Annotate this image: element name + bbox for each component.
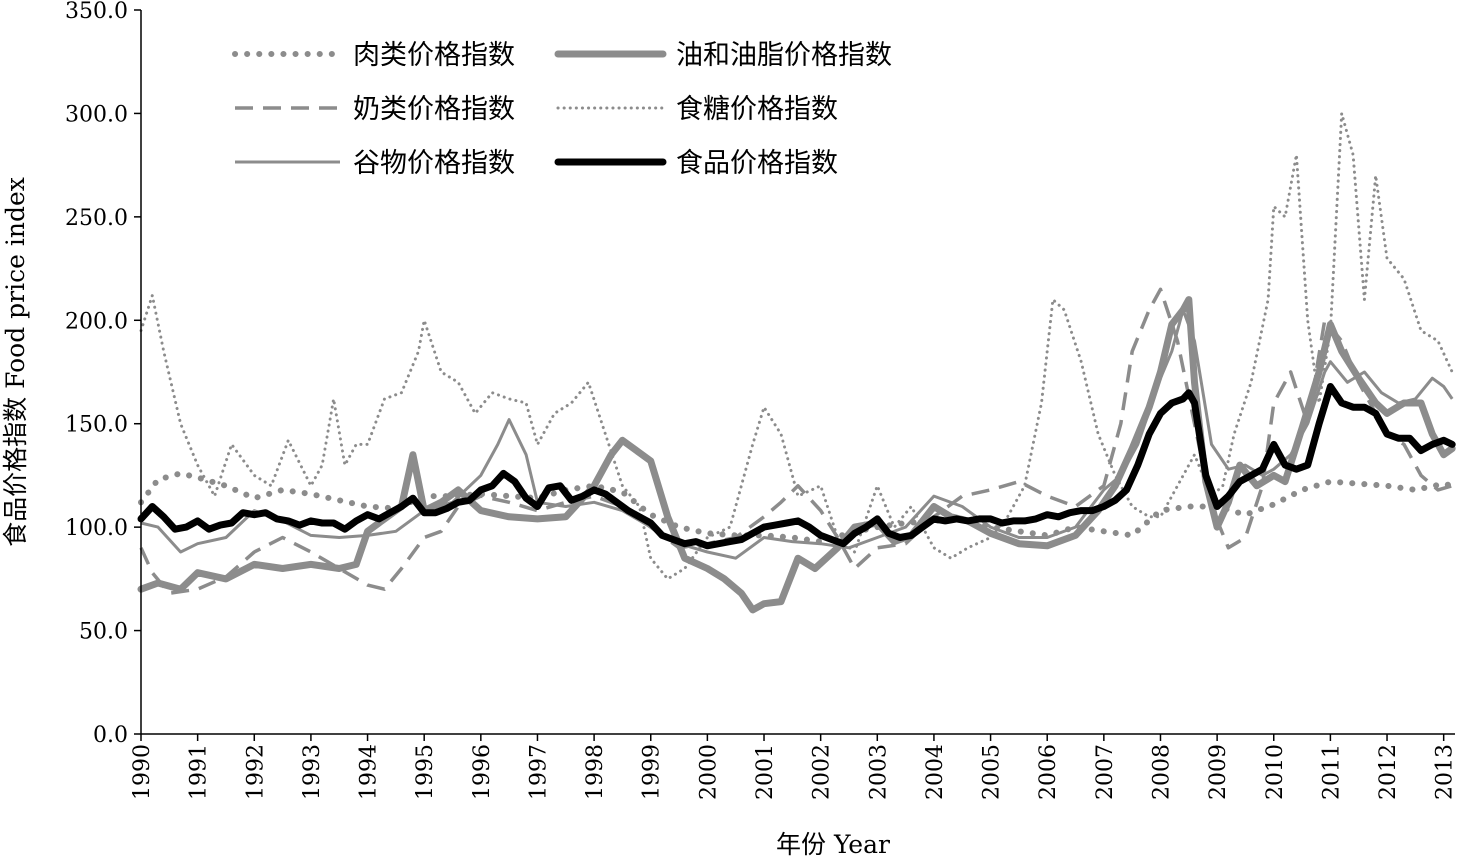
series-line-cereals bbox=[140, 308, 1454, 560]
x-tick-label: 1991 bbox=[187, 744, 212, 800]
series-line-dairy bbox=[139, 287, 1453, 596]
legend-label-meat: 肉类价格指数 bbox=[353, 40, 515, 71]
x-tick-label: 1992 bbox=[243, 744, 268, 800]
x-tick-label: 1998 bbox=[583, 744, 608, 800]
series-layer bbox=[137, 111, 1456, 614]
y-tick-labels: 0.0 50.0 100.0 150.0 200.0 250.0 300.0 350.0 bbox=[65, 0, 141, 748]
legend-label-food: 食品价格指数 bbox=[676, 148, 838, 179]
y-tick-label: 150.0 bbox=[65, 413, 128, 438]
axes bbox=[140, 10, 1455, 735]
x-tick-label: 2008 bbox=[1150, 744, 1175, 800]
x-tick-label: 1993 bbox=[300, 744, 325, 800]
y-tick-label: 350.0 bbox=[65, 0, 128, 24]
legend-label-oils: 油和油脂价格指数 bbox=[676, 40, 892, 71]
x-tick-label: 2003 bbox=[866, 744, 891, 800]
y-tick-label: 100.0 bbox=[65, 516, 128, 541]
x-tick-label: 2006 bbox=[1036, 744, 1061, 800]
x-tick-label: 1995 bbox=[413, 744, 438, 800]
x-tick-labels: 1990 1991 1992 1993 1994 1995 1996 1997 1998 1999… bbox=[130, 734, 1458, 800]
series-line-sugar bbox=[139, 111, 1454, 581]
y-axis-title: 食品价格指数 Food price index bbox=[1, 177, 30, 547]
x-tick-label: 2010 bbox=[1263, 744, 1288, 800]
series-line-oils bbox=[137, 296, 1456, 614]
x-tick-label: 1994 bbox=[357, 744, 382, 800]
x-tick-label: 2002 bbox=[810, 744, 835, 800]
y-tick-label: 250.0 bbox=[65, 206, 128, 231]
x-axis-title: 年份 Year bbox=[776, 830, 890, 858]
x-tick-label: 2001 bbox=[753, 744, 778, 800]
x-tick-label: 2009 bbox=[1206, 744, 1231, 800]
legend-label-cereals: 谷物价格指数 bbox=[353, 148, 515, 179]
series-line-food bbox=[137, 383, 1456, 550]
legend-label-dairy: 奶类价格指数 bbox=[353, 94, 515, 125]
series-line-meat bbox=[138, 470, 1456, 545]
y-tick-label: 300.0 bbox=[65, 102, 128, 127]
y-tick-label: 0.0 bbox=[93, 723, 128, 748]
x-tick-label: 2004 bbox=[923, 744, 948, 800]
y-tick-label: 200.0 bbox=[65, 309, 128, 334]
x-tick-label: 1990 bbox=[130, 744, 155, 800]
x-tick-label: 2013 bbox=[1433, 744, 1458, 800]
x-tick-label: 1996 bbox=[470, 744, 495, 800]
x-tick-label: 2012 bbox=[1376, 744, 1401, 800]
x-tick-label: 1997 bbox=[527, 744, 552, 800]
x-tick-label: 2005 bbox=[980, 744, 1005, 800]
x-tick-label: 2000 bbox=[696, 744, 721, 800]
y-tick-label: 50.0 bbox=[79, 620, 128, 645]
x-tick-label: 2007 bbox=[1093, 744, 1118, 800]
x-tick-label: 2011 bbox=[1319, 744, 1344, 800]
legend-label-sugar: 食糖价格指数 bbox=[676, 94, 838, 125]
x-tick-label: 1999 bbox=[640, 744, 665, 800]
